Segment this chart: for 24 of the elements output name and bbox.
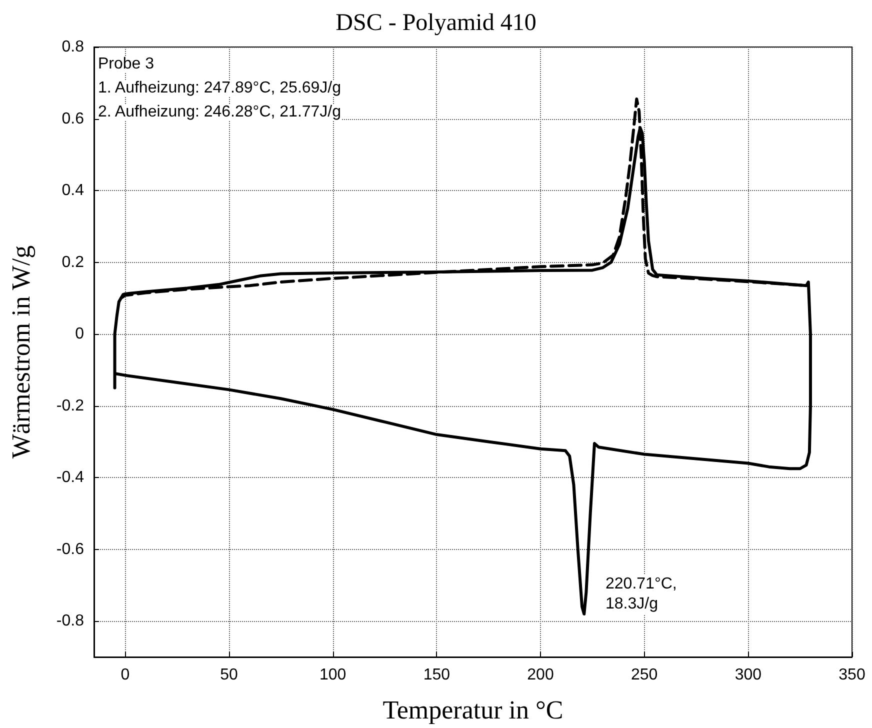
y-tick-label: -0.8	[56, 612, 84, 630]
y-tick-label: 0.2	[62, 254, 84, 271]
x-tick-label: 100	[319, 666, 346, 684]
y-tick-label: 0	[75, 326, 84, 343]
annotation: 220.71°C, 18.3J/g	[606, 575, 677, 612]
chart-title: DSC - Polyamid 410	[336, 10, 536, 36]
y-tick-label: 0.4	[62, 182, 84, 200]
annotation: 2. Aufheizung: 246.28°C, 21.77J/g	[98, 104, 342, 120]
annotation: 1. Aufheizung: 247.89°C, 25.69J/g	[98, 80, 342, 96]
y-axis-title: Wärmestrom in W/g	[6, 245, 36, 459]
x-tick-label: 50	[220, 666, 238, 684]
x-tick-label: 200	[527, 666, 554, 684]
y-tick-label: -0.2	[56, 397, 84, 414]
x-tick-label: 350	[838, 666, 866, 684]
x-tick-label: 150	[423, 666, 450, 684]
y-tick-label: -0.4	[56, 469, 84, 486]
y-tick-label: 0.8	[62, 38, 84, 56]
x-axis-title: Temperatur in °C	[382, 696, 564, 724]
annotation: Probe 3	[98, 56, 154, 72]
y-tick-label: 0.6	[62, 110, 84, 128]
x-tick-label: 300	[734, 666, 762, 684]
x-tick-label: 250	[630, 666, 658, 684]
y-tick-label: -0.6	[56, 540, 84, 558]
x-tick-label: 0	[120, 666, 130, 684]
